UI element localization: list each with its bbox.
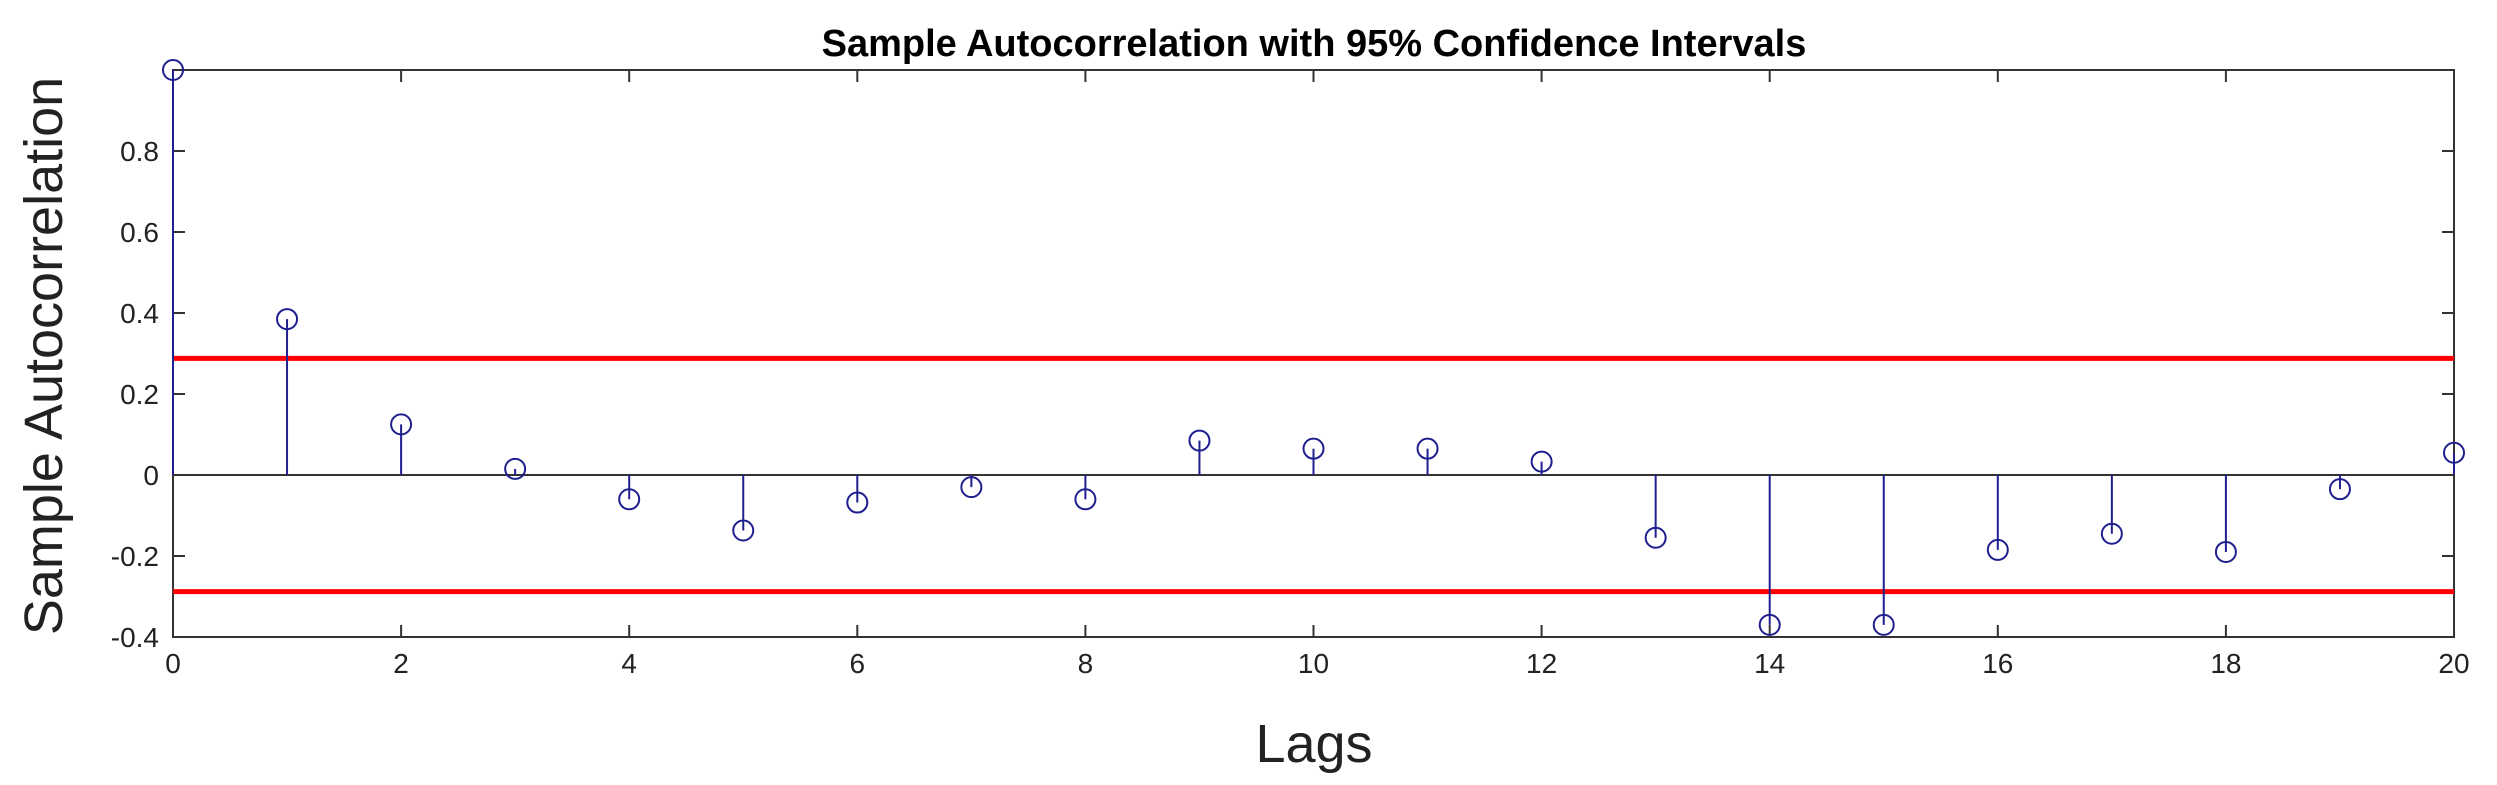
stem-marker bbox=[2100, 522, 2123, 545]
y-tick-label: 0.8 bbox=[120, 136, 159, 167]
stem-marker bbox=[2214, 540, 2237, 563]
y-tick-label: 0.4 bbox=[120, 298, 159, 329]
stem-marker bbox=[960, 476, 983, 499]
stem-marker bbox=[1188, 429, 1211, 452]
y-tick-label: 0.2 bbox=[120, 379, 159, 410]
chart-title: Sample Autocorrelation with 95% Confiden… bbox=[822, 23, 1807, 65]
y-tick-label: 0 bbox=[143, 460, 159, 491]
x-axis-label: Lags bbox=[1255, 714, 1372, 774]
x-tick-label: 16 bbox=[1982, 648, 2013, 679]
stem-marker bbox=[1530, 450, 1553, 473]
x-tick-label: 8 bbox=[1078, 648, 1094, 679]
stem-series bbox=[162, 59, 2465, 636]
x-tick-label: 10 bbox=[1298, 648, 1329, 679]
stem-marker bbox=[1644, 526, 1667, 549]
x-tick-label: 2 bbox=[393, 648, 409, 679]
y-axis-label: Sample Autocorrelation bbox=[14, 77, 74, 635]
stem-marker bbox=[1758, 613, 1781, 636]
stem-marker bbox=[276, 308, 299, 331]
stem-marker bbox=[2443, 441, 2465, 464]
x-tick-label: 6 bbox=[850, 648, 866, 679]
x-tick-label: 14 bbox=[1754, 648, 1785, 679]
stem-marker bbox=[1872, 613, 1895, 636]
y-tick-label: -0.2 bbox=[111, 541, 159, 572]
x-tick-label: 12 bbox=[1526, 648, 1557, 679]
y-tick-label: -0.4 bbox=[111, 622, 159, 653]
plot-frame bbox=[172, 69, 2455, 638]
stem-marker bbox=[1986, 538, 2009, 561]
stem-marker bbox=[732, 519, 755, 542]
x-tick-label: 0 bbox=[165, 648, 181, 679]
x-tick-label: 20 bbox=[2438, 648, 2469, 679]
stem-marker bbox=[618, 488, 641, 511]
y-tick-label: 0.6 bbox=[120, 217, 159, 248]
stem-marker bbox=[2328, 478, 2351, 501]
stem-marker bbox=[1302, 437, 1325, 460]
confidence-bounds bbox=[173, 355, 2454, 595]
stem-marker bbox=[1416, 437, 1439, 460]
x-axis-ticks: 0 2 4 6 8 10 12 14 16 18 20 bbox=[165, 70, 2470, 679]
x-tick-label: 18 bbox=[2210, 648, 2241, 679]
y-axis-ticks: -0.4 -0.2 0 0.2 0.4 0.6 0.8 bbox=[111, 136, 2454, 653]
stem-marker bbox=[846, 491, 869, 514]
stem-marker bbox=[162, 59, 184, 81]
x-tick-label: 4 bbox=[621, 648, 637, 679]
stem-marker bbox=[504, 457, 527, 480]
stem-marker bbox=[1074, 488, 1097, 511]
stem-marker bbox=[390, 413, 413, 436]
